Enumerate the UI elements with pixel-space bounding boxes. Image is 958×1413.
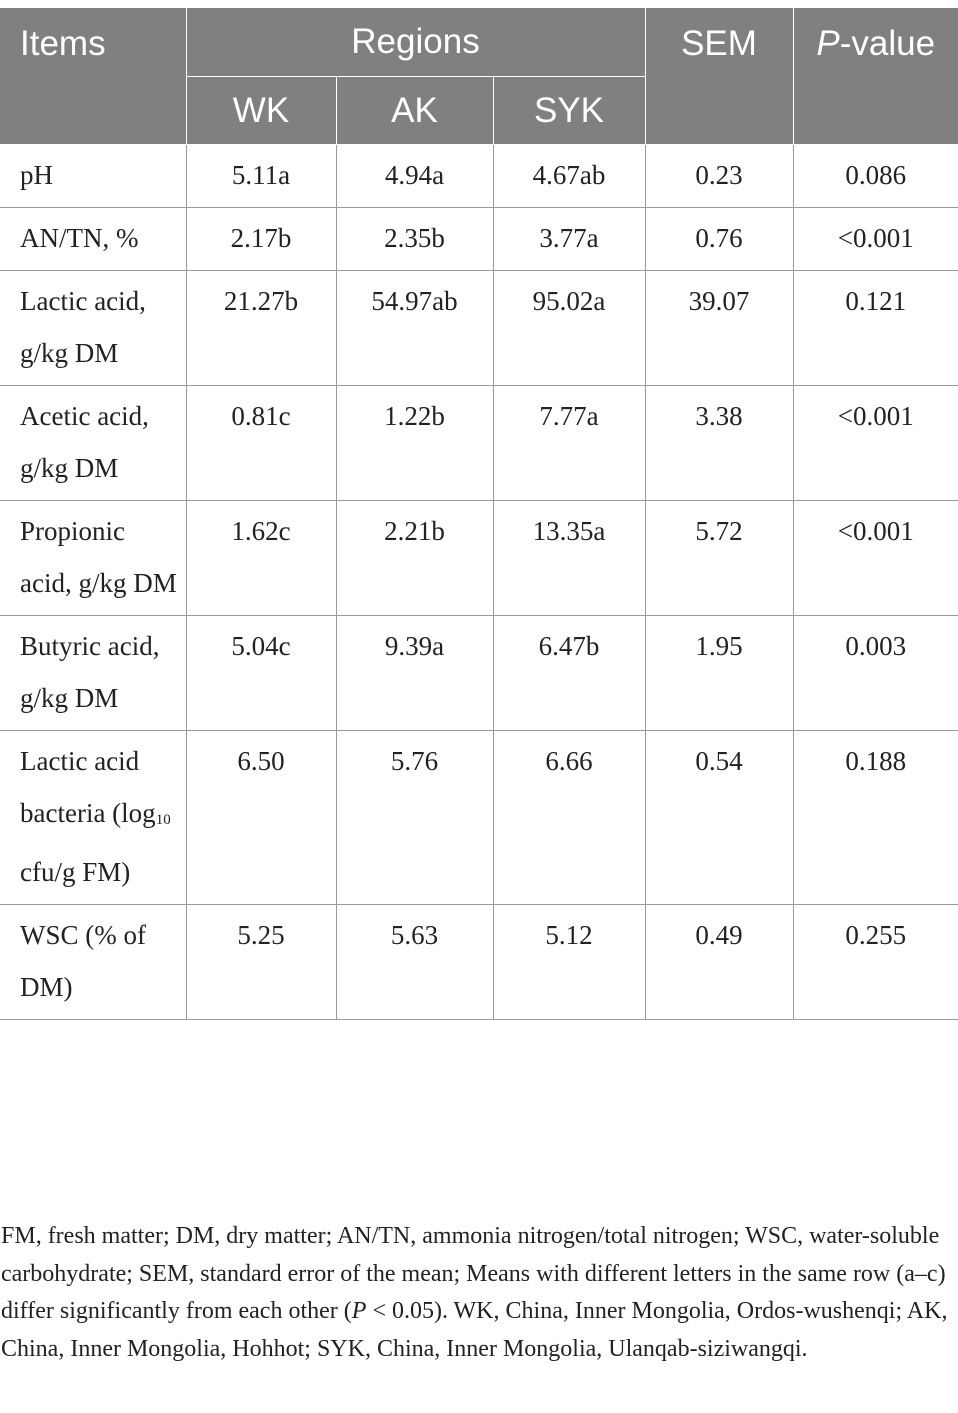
- cell-syk: 3.77a: [492, 206, 646, 271]
- header-syk: SYK: [492, 75, 645, 145]
- table-row: Acetic acid, g/kg DM 0.81c 1.22b 7.77a 3…: [0, 384, 958, 501]
- table-row: pH 5.11a 4.94a 4.67ab 0.23 0.086: [0, 143, 958, 208]
- header-p-suffix: -value: [839, 24, 936, 63]
- row-item-label: Lactic acid bacteria (log10 cfu/g FM): [0, 729, 187, 905]
- cell-p: <0.001: [792, 206, 958, 271]
- cell-wk: 2.17b: [185, 206, 337, 271]
- cell-ak: 9.39a: [335, 614, 494, 731]
- table-row: Propionic acid, g/kg DM 1.62c 2.21b 13.3…: [0, 499, 958, 616]
- table-footnote: FM, fresh matter; DM, dry matter; AN/TN,…: [1, 1218, 951, 1368]
- cell-ak: 5.63: [335, 903, 494, 1020]
- cell-sem: 0.76: [644, 206, 794, 271]
- cell-syk: 4.67ab: [492, 143, 646, 208]
- cell-p: 0.255: [792, 903, 958, 1020]
- table-row: Lactic acid, g/kg DM 21.27b 54.97ab 95.0…: [0, 269, 958, 386]
- cell-p: 0.188: [792, 729, 958, 905]
- cell-wk: 0.81c: [185, 384, 337, 501]
- header-sem: SEM: [644, 8, 794, 145]
- row-item-label: WSC (% of DM): [0, 903, 187, 1020]
- row-item-label: Butyric acid, g/kg DM: [0, 614, 187, 731]
- cell-p: <0.001: [792, 499, 958, 616]
- cell-ak: 5.76: [335, 729, 494, 905]
- cell-sem: 0.23: [644, 143, 794, 208]
- footnote-text-1: FM, fresh matter; DM, dry matter; AN/TN,…: [1, 1223, 946, 1324]
- row-item-label: Acetic acid, g/kg DM: [0, 384, 187, 501]
- table-row: WSC (% of DM) 5.25 5.63 5.12 0.49 0.255: [0, 903, 958, 1020]
- cell-wk: 6.50: [185, 729, 337, 905]
- header-wk: WK: [186, 75, 337, 145]
- item-text-pre: Lactic acid bacteria (log: [20, 745, 156, 828]
- header-p-letter: P: [816, 24, 840, 63]
- cell-syk: 7.77a: [492, 384, 646, 501]
- table-row: Lactic acid bacteria (log10 cfu/g FM) 6.…: [0, 729, 958, 905]
- cell-ak: 2.21b: [335, 499, 494, 616]
- cell-syk: 5.12: [492, 903, 646, 1020]
- cell-sem: 39.07: [644, 269, 794, 386]
- cell-ak: 54.97ab: [335, 269, 494, 386]
- cell-p: 0.121: [792, 269, 958, 386]
- cell-syk: 6.66: [492, 729, 646, 905]
- row-item-label: Propionic acid, g/kg DM: [0, 499, 187, 616]
- cell-sem: 0.49: [644, 903, 794, 1020]
- cell-sem: 3.38: [644, 384, 794, 501]
- table-row: Butyric acid, g/kg DM 5.04c 9.39a 6.47b …: [0, 614, 958, 731]
- footnote-p-letter: P: [351, 1298, 367, 1324]
- header-items: Items: [0, 8, 187, 145]
- cell-p: 0.086: [792, 143, 958, 208]
- cell-ak: 4.94a: [335, 143, 494, 208]
- item-text-post: cfu/g FM): [20, 856, 131, 887]
- cell-wk: 5.11a: [185, 143, 337, 208]
- header-ak: AK: [335, 75, 494, 145]
- footnote-text-2: < 0.05). WK, China, Inner Mongolia, Ordo…: [1, 1298, 948, 1362]
- cell-wk: 5.04c: [185, 614, 337, 731]
- cell-ak: 1.22b: [335, 384, 494, 501]
- cell-sem: 0.54: [644, 729, 794, 905]
- row-item-label: pH: [0, 143, 187, 208]
- data-table: Items Regions SEM P-value WK AK SYK pH 5…: [0, 8, 958, 1020]
- cell-wk: 1.62c: [185, 499, 337, 616]
- cell-wk: 5.25: [185, 903, 337, 1020]
- header-p-value: P-value: [792, 8, 958, 145]
- cell-p: 0.003: [792, 614, 958, 731]
- cell-syk: 95.02a: [492, 269, 646, 386]
- cell-sem: 1.95: [644, 614, 794, 731]
- cell-syk: 13.35a: [492, 499, 646, 616]
- cell-wk: 21.27b: [185, 269, 337, 386]
- row-item-label: AN/TN, %: [0, 206, 187, 271]
- header-regions: Regions: [185, 8, 646, 77]
- table-row: AN/TN, % 2.17b 2.35b 3.77a 0.76 <0.001: [0, 206, 958, 271]
- cell-sem: 5.72: [644, 499, 794, 616]
- cell-p: <0.001: [792, 384, 958, 501]
- item-subscript: 10: [155, 811, 171, 828]
- row-item-label: Lactic acid, g/kg DM: [0, 269, 187, 386]
- cell-syk: 6.47b: [492, 614, 646, 731]
- cell-ak: 2.35b: [335, 206, 494, 271]
